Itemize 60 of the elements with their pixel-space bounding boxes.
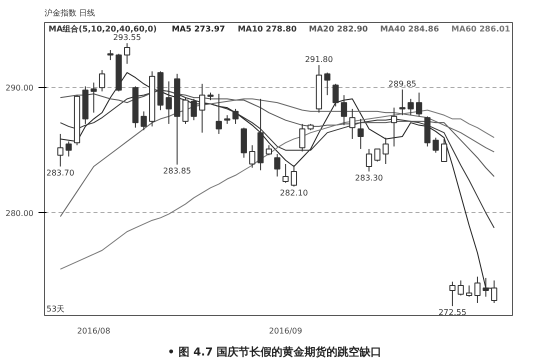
candlestick	[166, 80, 172, 124]
candlestick	[374, 148, 380, 162]
annotation: 293.55	[113, 33, 142, 42]
annotation: 291.80	[304, 55, 333, 64]
candlestick	[466, 284, 472, 298]
x-tick-label: 2016/09	[268, 326, 302, 336]
candlestick	[458, 280, 464, 296]
candlestick	[240, 127, 247, 158]
annotation: 282.10	[280, 188, 308, 198]
candlestick	[491, 280, 498, 304]
candlestick	[282, 163, 289, 184]
candlestick	[299, 123, 306, 152]
annotation: 283.70	[46, 168, 74, 178]
text: • 图 4.7 国庆节长假的黄金期货的跳空缺口	[168, 346, 382, 358]
annotation: 289.85	[388, 79, 416, 88]
annotation: 283.30	[355, 174, 384, 183]
candlestick	[408, 98, 414, 116]
candlestick	[266, 144, 272, 156]
text: 沪金指数 日线	[44, 8, 96, 18]
candlestick	[98, 70, 106, 92]
candlestick	[249, 144, 256, 168]
annotation: 272.55	[438, 308, 466, 318]
y-tick-label: 280.00	[6, 208, 34, 218]
candlestick	[90, 82, 97, 114]
candlestick	[390, 107, 398, 147]
candlestick	[140, 110, 147, 131]
candlestick	[349, 108, 356, 140]
candlestick	[324, 72, 330, 96]
text: MA20 282.90	[308, 24, 368, 34]
text: MA60 286.01	[451, 24, 511, 34]
candlestick	[399, 88, 406, 116]
candlestick	[290, 164, 298, 188]
candlestick	[340, 94, 348, 126]
candlestick	[57, 133, 64, 167]
candlestick	[190, 98, 197, 121]
candlestick	[107, 50, 114, 61]
candlestick	[216, 93, 222, 134]
annotation: MA组合(5,10,20,40,60,0)	[48, 24, 157, 34]
candlestick	[482, 277, 489, 298]
candlestick	[432, 137, 439, 154]
text: MA10 278.80	[238, 24, 298, 34]
candlestick	[232, 108, 239, 124]
candlestick	[358, 118, 364, 150]
candlestick	[182, 97, 189, 124]
candlestick	[382, 137, 389, 164]
candlestick	[449, 281, 456, 307]
candlestick	[441, 138, 448, 162]
annotation: 53天	[46, 304, 65, 314]
candlestick	[332, 83, 339, 107]
candlestick	[66, 140, 72, 157]
candlestick	[366, 148, 372, 172]
candlestick	[274, 153, 280, 178]
candlestick	[124, 42, 130, 64]
text: MA5 273.97	[172, 24, 226, 34]
candlestick	[474, 276, 481, 304]
x-tick-label: 2016/08	[77, 326, 110, 336]
text: MA40 284.86	[380, 24, 440, 34]
candlestick	[416, 92, 422, 117]
y-tick-label: 290.00	[6, 84, 34, 93]
annotation: 283.85	[163, 166, 192, 176]
